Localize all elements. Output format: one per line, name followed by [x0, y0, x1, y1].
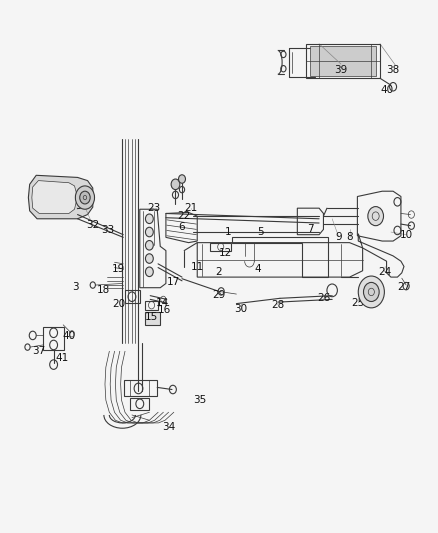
- Text: 31: 31: [75, 200, 88, 211]
- Text: 3: 3: [72, 281, 79, 292]
- Text: 27: 27: [397, 281, 410, 292]
- Circle shape: [171, 179, 180, 190]
- Circle shape: [179, 175, 185, 183]
- Text: 9: 9: [336, 232, 342, 242]
- Text: 4: 4: [255, 264, 261, 274]
- Text: 10: 10: [399, 230, 413, 240]
- Text: 20: 20: [112, 298, 125, 309]
- Text: 38: 38: [386, 66, 400, 75]
- Text: 28: 28: [271, 300, 284, 310]
- Text: 33: 33: [101, 225, 115, 236]
- Circle shape: [368, 207, 384, 225]
- Text: 35: 35: [193, 395, 206, 405]
- Text: 19: 19: [112, 264, 126, 274]
- Text: 24: 24: [378, 267, 391, 277]
- Circle shape: [364, 282, 379, 302]
- Text: 2: 2: [215, 267, 223, 277]
- Text: 39: 39: [334, 66, 347, 75]
- Polygon shape: [311, 46, 376, 76]
- Text: 6: 6: [179, 222, 185, 232]
- Text: 15: 15: [145, 312, 158, 322]
- Circle shape: [145, 267, 153, 277]
- Text: 7: 7: [307, 224, 314, 235]
- Text: 12: 12: [219, 248, 232, 259]
- Circle shape: [145, 240, 153, 250]
- Text: 8: 8: [346, 232, 353, 242]
- Text: 22: 22: [177, 211, 191, 221]
- Text: 40: 40: [380, 85, 393, 95]
- Text: 11: 11: [191, 262, 204, 271]
- Circle shape: [80, 191, 90, 204]
- Text: 26: 26: [317, 293, 330, 303]
- Text: 29: 29: [212, 289, 226, 300]
- Circle shape: [75, 186, 95, 209]
- Text: 14: 14: [156, 297, 169, 308]
- Polygon shape: [28, 175, 93, 219]
- Text: 34: 34: [162, 422, 176, 432]
- Text: 5: 5: [257, 227, 264, 237]
- Text: 17: 17: [167, 277, 180, 287]
- Polygon shape: [32, 181, 76, 214]
- Text: 40: 40: [62, 332, 75, 342]
- Polygon shape: [145, 312, 160, 325]
- Text: 32: 32: [86, 220, 99, 230]
- Text: 23: 23: [147, 203, 160, 213]
- Text: 21: 21: [184, 203, 198, 213]
- Circle shape: [145, 227, 153, 237]
- Text: 41: 41: [56, 353, 69, 362]
- Text: 16: 16: [158, 305, 171, 315]
- Circle shape: [145, 254, 153, 263]
- Text: 30: 30: [234, 304, 247, 314]
- Text: 37: 37: [32, 346, 45, 357]
- Text: 25: 25: [352, 297, 365, 308]
- Circle shape: [358, 276, 385, 308]
- Text: 18: 18: [97, 285, 110, 295]
- Text: 1: 1: [224, 227, 231, 237]
- Circle shape: [145, 214, 153, 223]
